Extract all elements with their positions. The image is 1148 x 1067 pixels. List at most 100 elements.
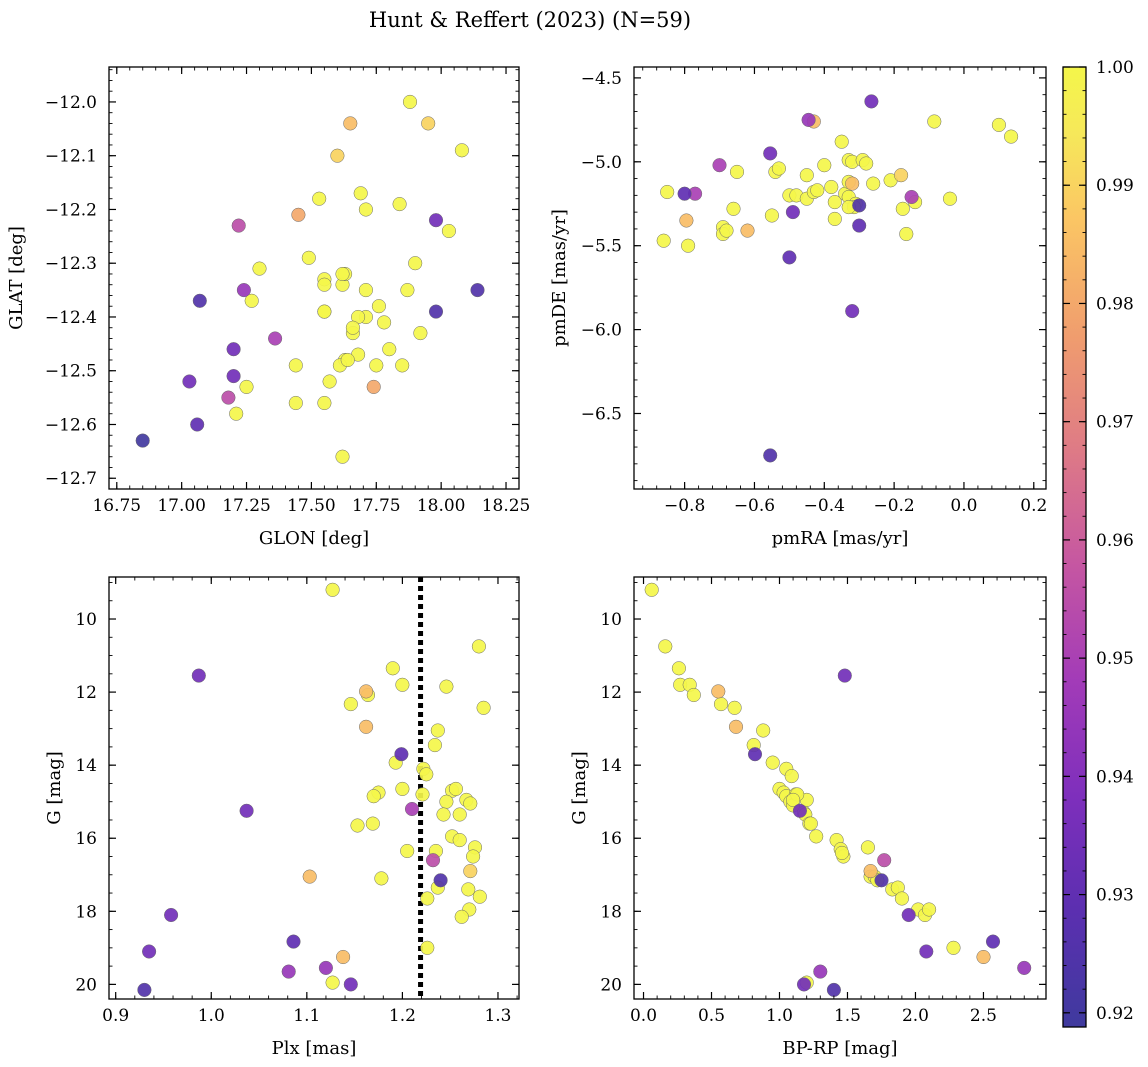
data-point: [408, 256, 423, 271]
data-point: [463, 864, 478, 879]
data-point: [419, 767, 434, 782]
data-point: [671, 661, 686, 676]
colorbar-tick-label: 0.92: [1096, 1004, 1134, 1024]
data-point: [433, 873, 448, 888]
data-point: [343, 116, 358, 131]
data-point: [711, 684, 726, 699]
data-point: [365, 816, 380, 831]
data-point: [837, 668, 852, 683]
data-point: [713, 697, 729, 712]
data-point: [427, 738, 442, 753]
axes-frame: [633, 66, 1047, 490]
data-point: [371, 299, 386, 314]
data-point: [425, 853, 441, 868]
data-point: [827, 211, 842, 226]
data-point: [430, 723, 445, 738]
data-point: [946, 940, 961, 955]
colorbar-tick-label: 0.94: [1096, 767, 1134, 787]
data-point: [712, 158, 727, 173]
data-point: [395, 358, 410, 373]
x-tick-label: 0.2: [1020, 496, 1047, 516]
data-point: [863, 864, 878, 879]
data-point: [476, 700, 491, 715]
colorbar-tick-label: 0.98: [1096, 294, 1134, 314]
y-tick-label: −12.5: [45, 362, 97, 382]
y-tick-label: −12.4: [45, 308, 97, 328]
data-point: [400, 843, 415, 859]
data-point: [281, 964, 296, 979]
data-point: [834, 134, 849, 149]
data-point: [866, 176, 881, 191]
y-tick-label: 14: [600, 756, 622, 776]
data-point: [374, 871, 389, 886]
data-point: [252, 261, 267, 276]
data-point: [236, 283, 251, 298]
data-point: [226, 369, 241, 384]
y-tick-label: 18: [600, 902, 622, 922]
data-point: [845, 176, 860, 191]
data-point: [369, 358, 384, 373]
x-tick-label: 0.0: [950, 496, 977, 516]
x-tick-label: −0.2: [873, 496, 914, 516]
data-point: [322, 374, 337, 389]
data-point: [813, 964, 828, 979]
data-point: [765, 755, 780, 770]
data-point: [919, 944, 934, 959]
data-point: [452, 833, 467, 848]
data-point: [792, 803, 807, 818]
x-tick-label: 1.3: [484, 1006, 511, 1026]
data-point: [325, 582, 340, 597]
data-point: [728, 719, 744, 734]
data-point: [771, 161, 786, 176]
data-point: [318, 960, 333, 975]
y-axis-label: G [mag]: [569, 751, 590, 824]
data-point: [413, 326, 428, 341]
data-point: [904, 189, 919, 205]
data-point: [845, 304, 860, 319]
data-point: [358, 283, 373, 298]
data-point: [402, 94, 418, 109]
data-point: [343, 697, 358, 712]
data-point: [395, 677, 410, 692]
data-point: [817, 158, 832, 173]
data-point: [747, 747, 763, 762]
data-point: [764, 208, 779, 223]
data-point: [927, 114, 942, 129]
data-point: [864, 94, 879, 109]
data-point: [681, 238, 696, 253]
panel-position: 16.75 17.00 17.25 17.50 17.75 18.00 18.25 −12.0…: [6, 66, 530, 549]
x-tick-label: 1.0: [766, 1006, 793, 1026]
y-tick-label: 20: [600, 975, 622, 995]
data-point: [740, 223, 755, 238]
data-point: [466, 849, 481, 864]
y-tick-label: 12: [600, 683, 622, 703]
data-point: [301, 250, 316, 265]
data-point: [852, 198, 867, 213]
data-point: [801, 112, 816, 127]
data-point: [335, 266, 350, 282]
data-point: [834, 845, 850, 860]
data-point: [826, 982, 841, 997]
data-point: [470, 283, 485, 298]
colorbar-tick-label: 1.00: [1096, 58, 1134, 78]
x-tick-label: 18.00: [417, 496, 466, 516]
data-point: [784, 769, 799, 784]
data-point: [428, 304, 444, 319]
data-point: [644, 582, 659, 597]
data-point: [392, 197, 407, 212]
data-point: [239, 803, 254, 818]
x-tick-label: 2.0: [902, 1006, 929, 1026]
panel-color-magnitude: 0.0 0.5 1.0 1.5 2.0 2.5 10 12 14 16 18 20 BP-RP [mag…: [569, 576, 1047, 1059]
data-point: [231, 218, 246, 233]
data-point: [400, 283, 415, 298]
data-point: [679, 213, 694, 228]
data-point: [366, 789, 381, 804]
data-point: [335, 449, 350, 464]
data-point: [394, 747, 409, 762]
y-tick-label: −12.3: [45, 254, 97, 274]
data-point: [343, 977, 358, 992]
colorbar-tick-label: 0.99: [1096, 176, 1134, 196]
data-point: [729, 164, 745, 179]
data-point: [786, 792, 801, 807]
data-point: [796, 977, 812, 992]
